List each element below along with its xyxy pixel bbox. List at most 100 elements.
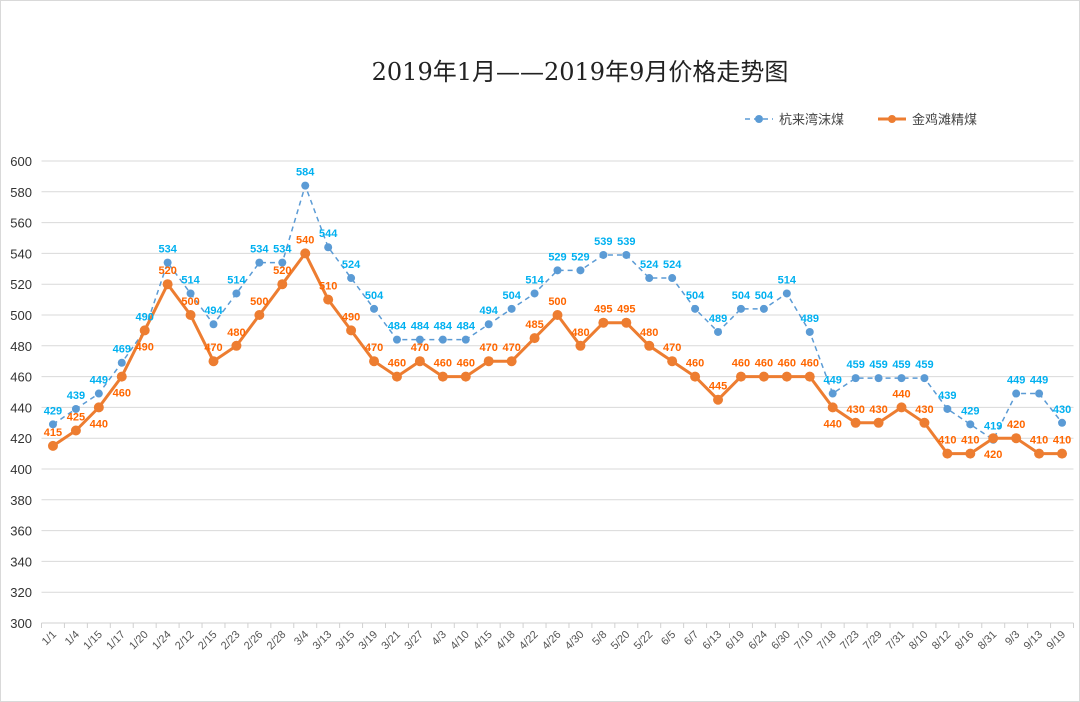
data-point — [71, 404, 80, 413]
legend-marker — [888, 115, 896, 123]
x-tick-label: 6/5 — [659, 629, 678, 648]
y-tick-label: 420 — [10, 431, 32, 446]
data-point — [208, 356, 219, 367]
data-label: 460 — [686, 358, 704, 370]
series-group — [47, 181, 1068, 459]
x-tick-label: 2/12 — [173, 629, 197, 653]
data-label: 460 — [755, 358, 773, 370]
data-point — [1012, 389, 1021, 398]
y-tick-label: 560 — [10, 216, 32, 231]
data-point — [896, 402, 907, 413]
x-tick-label: 1/1 — [40, 629, 59, 648]
data-label: 489 — [709, 313, 727, 325]
x-tick-label: 7/23 — [838, 629, 862, 653]
data-point — [1011, 433, 1022, 444]
data-label: 470 — [365, 342, 383, 354]
data-label: 514 — [227, 274, 246, 286]
data-point — [324, 243, 333, 252]
data-label: 410 — [1030, 435, 1048, 447]
x-tick-label: 2/28 — [265, 629, 289, 653]
data-point — [782, 289, 791, 298]
data-point — [323, 294, 334, 305]
data-label: 460 — [434, 358, 452, 370]
data-label: 500 — [181, 296, 199, 308]
legend-label: 杭来湾沫煤 — [779, 112, 844, 127]
data-point — [506, 356, 517, 367]
x-tick-label: 3/15 — [334, 629, 358, 653]
data-label: 439 — [67, 390, 85, 402]
x-tick-label: 4/10 — [448, 629, 472, 653]
data-label: 469 — [113, 344, 131, 356]
data-label: 470 — [411, 342, 429, 354]
data-label: 484 — [411, 321, 430, 333]
data-label: 504 — [732, 290, 751, 302]
data-point — [988, 433, 999, 444]
data-point — [301, 181, 310, 190]
data-label: 459 — [869, 359, 887, 371]
data-label: 460 — [457, 358, 475, 370]
data-point — [70, 425, 81, 436]
data-label: 430 — [869, 404, 887, 416]
data-point — [1034, 448, 1045, 459]
data-label: 420 — [1007, 419, 1025, 431]
data-point — [599, 250, 608, 259]
data-point — [691, 304, 700, 313]
data-label: 460 — [801, 358, 819, 370]
data-label: 449 — [824, 375, 842, 387]
data-point — [94, 389, 103, 398]
x-tick-label: 4/30 — [563, 629, 587, 653]
x-tick-label: 4/22 — [517, 629, 541, 653]
data-label: 460 — [732, 358, 750, 370]
y-tick-label: 580 — [10, 185, 32, 200]
data-point — [278, 258, 287, 267]
x-tick-label: 7/10 — [792, 629, 816, 653]
data-point — [575, 340, 586, 351]
data-point — [484, 320, 493, 329]
data-point — [668, 274, 677, 283]
data-point — [827, 402, 838, 413]
data-label: 459 — [892, 359, 910, 371]
x-tick-label: 2/23 — [219, 629, 243, 653]
x-tick-label: 9/19 — [1045, 629, 1069, 653]
data-label: 449 — [1007, 375, 1025, 387]
x-tick-label: 1/20 — [127, 629, 151, 653]
data-label: 514 — [525, 274, 544, 286]
y-tick-label: 520 — [10, 277, 32, 292]
data-label: 514 — [778, 274, 797, 286]
y-axis: 300 320 340 360 380 400 420 440 460 480 500 520 540 5… — [10, 154, 32, 631]
data-label: 470 — [204, 342, 222, 354]
x-tick-label: 9/3 — [1003, 629, 1022, 648]
data-point — [507, 304, 516, 313]
x-tick-label: 3/13 — [311, 629, 335, 653]
data-point — [736, 304, 745, 313]
data-point — [805, 327, 814, 336]
x-tick-label: 7/31 — [884, 629, 908, 653]
data-point — [644, 340, 655, 351]
y-tick-label: 480 — [10, 339, 32, 354]
x-axis: 1/1 1/4 1/15 1/17 1/20 1/24 2/12 2/15 2/23 2/26 2/… — [40, 623, 1074, 652]
y-tick-label: 460 — [10, 370, 32, 385]
data-label: 539 — [617, 236, 635, 248]
data-point — [117, 358, 126, 367]
legend-label: 金鸡滩精煤 — [912, 112, 977, 127]
y-tick-label: 400 — [10, 462, 32, 477]
data-point — [621, 317, 632, 328]
data-point — [965, 448, 976, 459]
y-tick-label: 600 — [10, 154, 32, 169]
x-tick-label: 7/18 — [815, 629, 839, 653]
data-label: 534 — [250, 244, 269, 256]
data-label: 445 — [709, 381, 727, 393]
data-point — [598, 317, 609, 328]
data-label: 420 — [984, 449, 1002, 461]
data-point — [93, 402, 104, 413]
data-point — [804, 371, 815, 382]
x-tick-label: 4/15 — [471, 629, 495, 653]
data-point — [1035, 389, 1044, 398]
x-tick-label: 5/20 — [609, 629, 633, 653]
data-point — [1057, 448, 1068, 459]
x-tick-label: 1/17 — [104, 629, 128, 653]
data-label: 500 — [250, 296, 268, 308]
data-point — [966, 420, 975, 429]
data-label: 459 — [846, 359, 864, 371]
data-point — [758, 371, 769, 382]
